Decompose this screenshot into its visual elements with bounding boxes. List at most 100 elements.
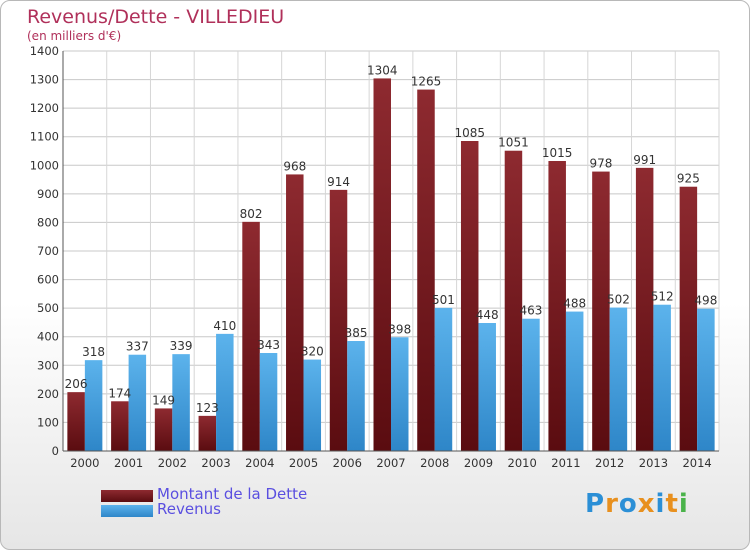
x-tick-label: 2010 (508, 456, 537, 470)
x-tick-label: 2000 (70, 456, 99, 470)
value-label-revenus: 318 (82, 345, 105, 359)
y-tick-label: 100 (37, 415, 59, 429)
bar-debt (111, 401, 129, 451)
legend-label-revenus: Revenus (157, 500, 221, 518)
bar-revenus (303, 359, 322, 451)
value-label-revenus: 385 (345, 326, 368, 340)
x-tick-label: 2005 (289, 456, 318, 470)
bar-debt (460, 141, 479, 451)
bar-debt (198, 415, 217, 451)
bar-debt (242, 221, 260, 451)
bar-debt (154, 408, 173, 451)
bar-debt (504, 150, 523, 451)
bar-revenus (216, 333, 234, 451)
logo-letter: i (678, 489, 689, 519)
y-tick-label: 900 (37, 187, 59, 201)
y-tick-label: 700 (37, 244, 59, 258)
y-tick-label: 800 (37, 215, 59, 229)
bar-revenus (609, 307, 628, 451)
logo-letter: r (605, 489, 619, 519)
value-label-revenus: 512 (651, 290, 674, 304)
value-label-revenus: 339 (170, 339, 193, 353)
x-tick-label: 2004 (245, 456, 274, 470)
x-tick-label: 2011 (551, 456, 580, 470)
value-label-debt: 968 (283, 159, 306, 173)
bar-revenus (565, 311, 584, 451)
legend-label-debt: Montant de la Dette (157, 485, 308, 503)
value-label-revenus: 498 (694, 294, 717, 308)
x-tick-label: 2009 (464, 456, 493, 470)
y-tick-label: 1200 (30, 101, 59, 115)
x-tick-label: 2008 (420, 456, 449, 470)
legend-swatch-revenus (101, 505, 153, 517)
bar-revenus (478, 323, 496, 451)
y-tick-label: 600 (37, 273, 59, 287)
value-label-debt: 123 (196, 401, 219, 415)
value-label-debt: 174 (108, 386, 131, 400)
bar-revenus (259, 353, 278, 451)
proxiti-logo: Proxiti (585, 489, 689, 519)
x-tick-label: 2006 (333, 456, 362, 470)
value-label-revenus: 320 (301, 345, 324, 359)
bar-debt (373, 78, 391, 451)
value-label-revenus: 463 (519, 304, 542, 318)
value-label-debt: 802 (240, 207, 263, 221)
logo-letter: i (655, 489, 666, 519)
value-label-revenus: 488 (563, 297, 586, 311)
value-label-debt: 1051 (498, 136, 529, 150)
bar-revenus (697, 308, 715, 451)
chart-title: Revenus/Dette - VILLEDIEU (27, 6, 285, 28)
legend-swatch-debt (101, 490, 153, 502)
y-tick-label: 400 (37, 330, 59, 344)
bar-revenus (522, 318, 540, 451)
logo-letter: P (585, 489, 606, 519)
value-label-revenus: 502 (607, 293, 630, 307)
value-label-debt: 206 (65, 377, 88, 391)
value-label-debt: 149 (152, 393, 175, 407)
x-tick-label: 2012 (595, 456, 624, 470)
bar-debt (286, 174, 304, 451)
value-label-debt: 1015 (542, 146, 573, 160)
bar-revenus (434, 307, 453, 451)
x-tick-label: 2007 (376, 456, 405, 470)
bar-debt (67, 392, 85, 451)
logo-letter: x (637, 489, 656, 519)
bar-revenus (84, 360, 103, 451)
logo-letter: o (618, 489, 638, 519)
value-label-revenus: 398 (388, 322, 411, 336)
logo-letter: t (665, 489, 679, 519)
value-label-revenus: 343 (257, 338, 280, 352)
x-tick-label: 2003 (201, 456, 230, 470)
value-label-revenus: 501 (432, 293, 455, 307)
x-tick-label: 2013 (639, 456, 668, 470)
value-label-debt: 1265 (411, 75, 442, 89)
bar-debt (329, 189, 348, 451)
value-label-debt: 1085 (454, 126, 485, 140)
y-tick-label: 1100 (30, 130, 59, 144)
y-tick-label: 1000 (30, 158, 59, 172)
y-tick-label: 200 (37, 387, 59, 401)
value-label-revenus: 448 (476, 308, 499, 322)
value-label-debt: 1304 (367, 63, 398, 77)
value-label-debt: 991 (633, 153, 656, 167)
value-label-revenus: 337 (126, 340, 149, 354)
bar-revenus (391, 337, 409, 451)
bar-debt (417, 89, 435, 452)
bar-debt (679, 186, 698, 451)
chart-subtitle: (en milliers d'€) (27, 29, 122, 43)
bar-debt (548, 161, 566, 451)
value-label-debt: 978 (589, 157, 612, 171)
y-tick-label: 0 (52, 444, 59, 458)
y-tick-label: 1300 (30, 73, 59, 87)
value-label-revenus: 410 (213, 319, 236, 333)
y-tick-label: 1400 (30, 44, 59, 58)
x-tick-label: 2014 (682, 456, 711, 470)
y-tick-label: 500 (37, 301, 59, 315)
bar-debt (635, 167, 654, 451)
value-label-debt: 925 (677, 172, 700, 186)
bar-debt (592, 171, 610, 452)
x-tick-label: 2002 (158, 456, 187, 470)
bar-revenus (128, 354, 147, 451)
